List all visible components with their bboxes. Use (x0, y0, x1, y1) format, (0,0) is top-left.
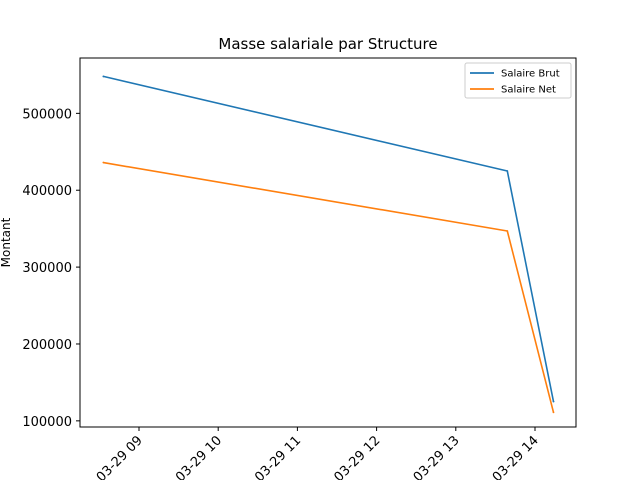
y-tick-label: 200000 (22, 338, 72, 353)
legend-label: Salaire Net (501, 85, 556, 96)
data-point (506, 170, 509, 172)
x-tick-label: 03-29 11 (252, 433, 304, 480)
y-axis-label: Montant (0, 217, 13, 267)
y-tick-label: 300000 (22, 261, 72, 276)
x-tick-label: 03-29 13 (411, 433, 463, 480)
plot-series (102, 75, 555, 414)
axis-ticks: 100000 200000 300000 400000 500000 03-29 09 03… (22, 107, 541, 480)
data-point (102, 161, 105, 164)
x-tick-label: 03-29 14 (490, 433, 542, 480)
y-tick-label: 400000 (22, 184, 72, 199)
series-line-salaire-brut (103, 75, 555, 402)
y-tick-label: 100000 (22, 415, 72, 430)
legend-label: Salaire Brut (501, 69, 560, 80)
series-line-salaire-net (103, 161, 555, 413)
legend: Salaire Brut Salaire Net (464, 62, 572, 99)
data-point (102, 75, 105, 78)
data-point (506, 230, 509, 232)
plot-frame (79, 57, 577, 428)
data-point (552, 400, 555, 403)
x-tick-label: 03-29 09 (94, 433, 146, 480)
chart-title: Masse salariale par Structure (218, 35, 437, 53)
x-tick-label: 03-29 12 (331, 433, 383, 480)
y-tick-label: 500000 (22, 107, 72, 122)
data-point (552, 411, 555, 414)
x-tick-label: 03-29 10 (173, 433, 225, 480)
